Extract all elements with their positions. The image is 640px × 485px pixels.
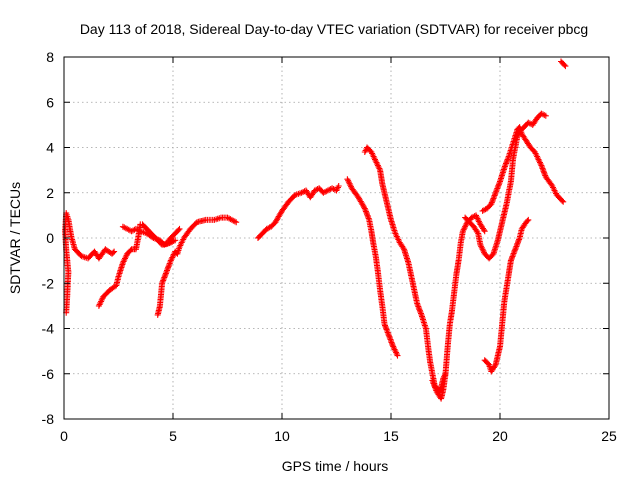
x-tick-label: 15 bbox=[383, 428, 399, 444]
tick-layer: 0 5 10 15 20 25 -8 -6 -4 -2 0 2 4 6 8 bbox=[42, 49, 617, 444]
y-tick-label: 6 bbox=[46, 94, 54, 110]
data-point-markers bbox=[479, 124, 567, 214]
y-tick-label: 0 bbox=[46, 230, 54, 246]
data-point-markers bbox=[65, 216, 118, 262]
data-point-markers bbox=[481, 216, 532, 375]
y-axis-label: SDTVAR / TECUs bbox=[7, 182, 23, 294]
data-point-markers bbox=[361, 144, 449, 395]
data-point-markers bbox=[119, 223, 176, 248]
y-tick-label: -8 bbox=[42, 411, 55, 427]
data-series bbox=[65, 216, 118, 262]
y-tick-label: 2 bbox=[46, 185, 54, 201]
data-series bbox=[255, 183, 342, 241]
data-point-markers bbox=[154, 214, 240, 318]
data-point-markers bbox=[558, 58, 569, 70]
data-series bbox=[119, 223, 176, 248]
data-layer bbox=[62, 58, 569, 402]
data-series bbox=[481, 216, 532, 375]
data-point-markers bbox=[255, 183, 342, 241]
data-series bbox=[462, 110, 549, 262]
data-series bbox=[62, 210, 72, 316]
grid-layer bbox=[64, 57, 609, 419]
y-tick-label: -4 bbox=[42, 321, 55, 337]
x-tick-label: 25 bbox=[601, 428, 617, 444]
data-series bbox=[344, 176, 401, 359]
x-tick-label: 0 bbox=[60, 428, 68, 444]
data-series bbox=[479, 124, 567, 214]
y-tick-label: 8 bbox=[46, 49, 54, 65]
data-series bbox=[558, 58, 569, 70]
y-tick-label: 4 bbox=[46, 140, 54, 156]
data-series bbox=[154, 214, 240, 318]
data-point-markers bbox=[165, 225, 183, 244]
data-series bbox=[95, 221, 179, 309]
x-tick-label: 10 bbox=[274, 428, 290, 444]
data-point-markers bbox=[429, 212, 488, 402]
x-tick-label: 20 bbox=[492, 428, 508, 444]
x-axis-label: GPS time / hours bbox=[282, 458, 389, 474]
x-tick-label: 5 bbox=[169, 428, 177, 444]
y-tick-label: -2 bbox=[42, 275, 55, 291]
data-point-markers bbox=[462, 110, 549, 262]
chart-title: Day 113 of 2018, Sidereal Day-to-day VTE… bbox=[80, 21, 588, 37]
data-series bbox=[165, 225, 183, 244]
data-point-markers bbox=[95, 221, 179, 309]
data-point-markers bbox=[344, 176, 401, 359]
data-series bbox=[429, 212, 488, 402]
data-point-markers bbox=[62, 210, 72, 316]
y-tick-label: -6 bbox=[42, 366, 55, 382]
data-series bbox=[361, 144, 449, 395]
